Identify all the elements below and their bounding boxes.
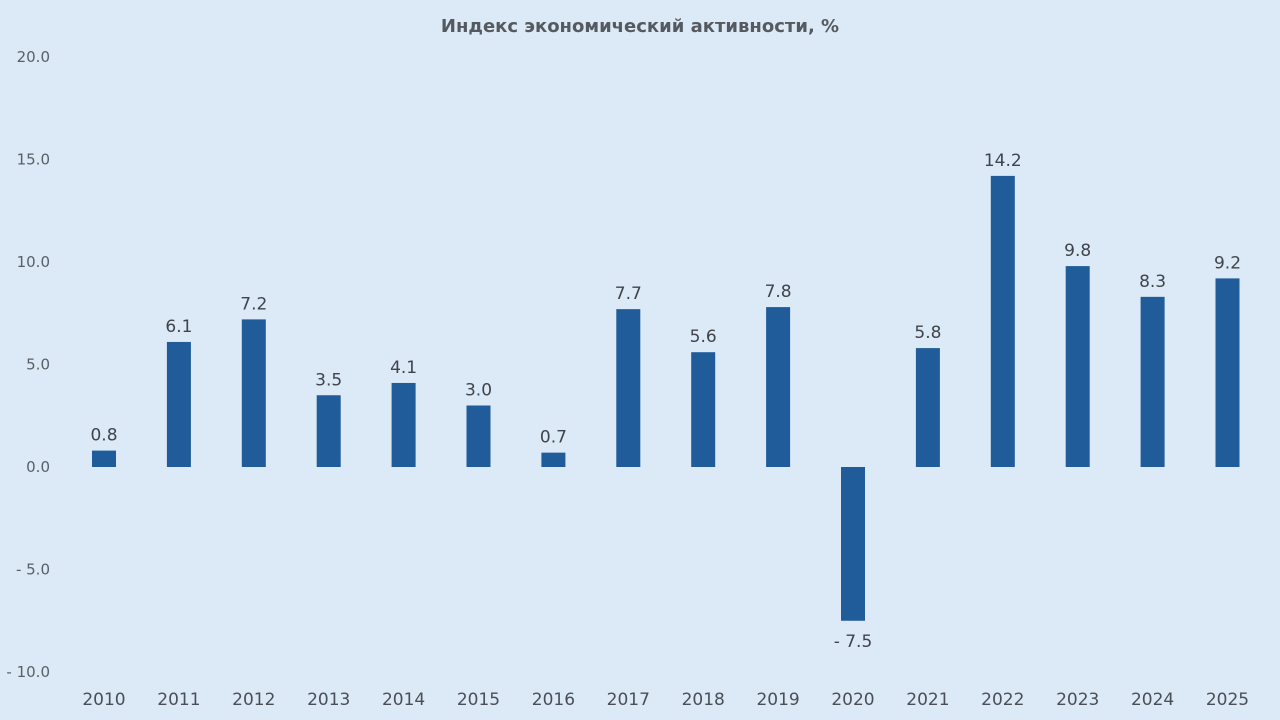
x-tick-label: 2010: [82, 690, 125, 710]
x-tick-label: 2013: [307, 690, 350, 710]
x-tick-label: 2025: [1206, 690, 1249, 710]
bar-2010: [92, 450, 116, 467]
y-tick-label: 5.0: [26, 356, 50, 374]
bar-2023: [1065, 266, 1090, 467]
bar-2014: [391, 382, 416, 467]
y-tick-label: 15.0: [17, 151, 50, 169]
data-label: 14.2: [984, 151, 1022, 171]
x-tick-label: 2017: [607, 690, 650, 710]
bar-2022: [990, 175, 1015, 467]
x-tick-label: 2018: [682, 690, 725, 710]
chart-title: Индекс экономический активности, %: [441, 16, 839, 37]
x-tick-label: 2023: [1056, 690, 1099, 710]
x-tick-label: 2015: [457, 690, 500, 710]
bar-2021: [915, 348, 940, 467]
x-tick-label: 2012: [232, 690, 275, 710]
data-label: 8.3: [1139, 272, 1166, 292]
x-tick-label: 2021: [906, 690, 949, 710]
x-tick-label: 2011: [157, 690, 200, 710]
y-tick-label: 10.0: [17, 253, 50, 271]
bar-2015: [466, 405, 491, 467]
data-label: 3.0: [465, 381, 492, 401]
x-tick-label: 2024: [1131, 690, 1174, 710]
bar-2016: [541, 452, 566, 467]
y-tick-label: - 10.0: [6, 663, 50, 681]
x-tick-label: 2022: [981, 690, 1024, 710]
bar-2013: [316, 395, 341, 467]
data-labels: 0.8 6.1 7.2 3.5 4.1 3.0 0.7 7.7 5.6 7.8 - 7.5 5.8 14…: [90, 151, 1241, 652]
data-label: 7.8: [765, 282, 792, 302]
data-label: - 7.5: [834, 632, 873, 652]
x-tick-label: 2020: [831, 690, 874, 710]
data-label: 6.1: [165, 317, 192, 337]
bar-2025: [1215, 278, 1240, 467]
bars: [92, 175, 1240, 621]
y-tick-label: - 5.0: [16, 561, 50, 579]
y-axis: 20.0 15.0 10.0 5.0 0.0 - 5.0 - 10.0: [6, 48, 50, 681]
bar-2011: [166, 341, 191, 467]
y-tick-label: 20.0: [17, 48, 50, 66]
bar-2019: [766, 307, 791, 467]
bar-2020: [841, 467, 865, 621]
data-label: 4.1: [390, 358, 417, 378]
data-label: 3.5: [315, 370, 342, 390]
data-label: 5.6: [690, 327, 717, 347]
data-label: 0.8: [90, 426, 117, 446]
bar-2024: [1140, 296, 1165, 467]
x-tick-label: 2016: [532, 690, 575, 710]
data-label: 9.8: [1064, 241, 1091, 261]
x-tick-label: 2014: [382, 690, 425, 710]
data-label: 5.8: [914, 323, 941, 343]
data-label: 9.2: [1214, 253, 1241, 273]
y-tick-label: 0.0: [26, 458, 50, 476]
bar-2017: [616, 309, 641, 467]
bar-2012: [241, 319, 266, 467]
bar-2018: [691, 352, 716, 467]
data-label: 0.7: [540, 428, 567, 448]
data-label: 7.7: [615, 284, 642, 304]
x-axis: 2010 2011 2012 2013 2014 2015 2016 2017 2018 2019…: [82, 690, 1249, 710]
data-label: 7.2: [240, 294, 267, 314]
x-tick-label: 2019: [756, 690, 799, 710]
